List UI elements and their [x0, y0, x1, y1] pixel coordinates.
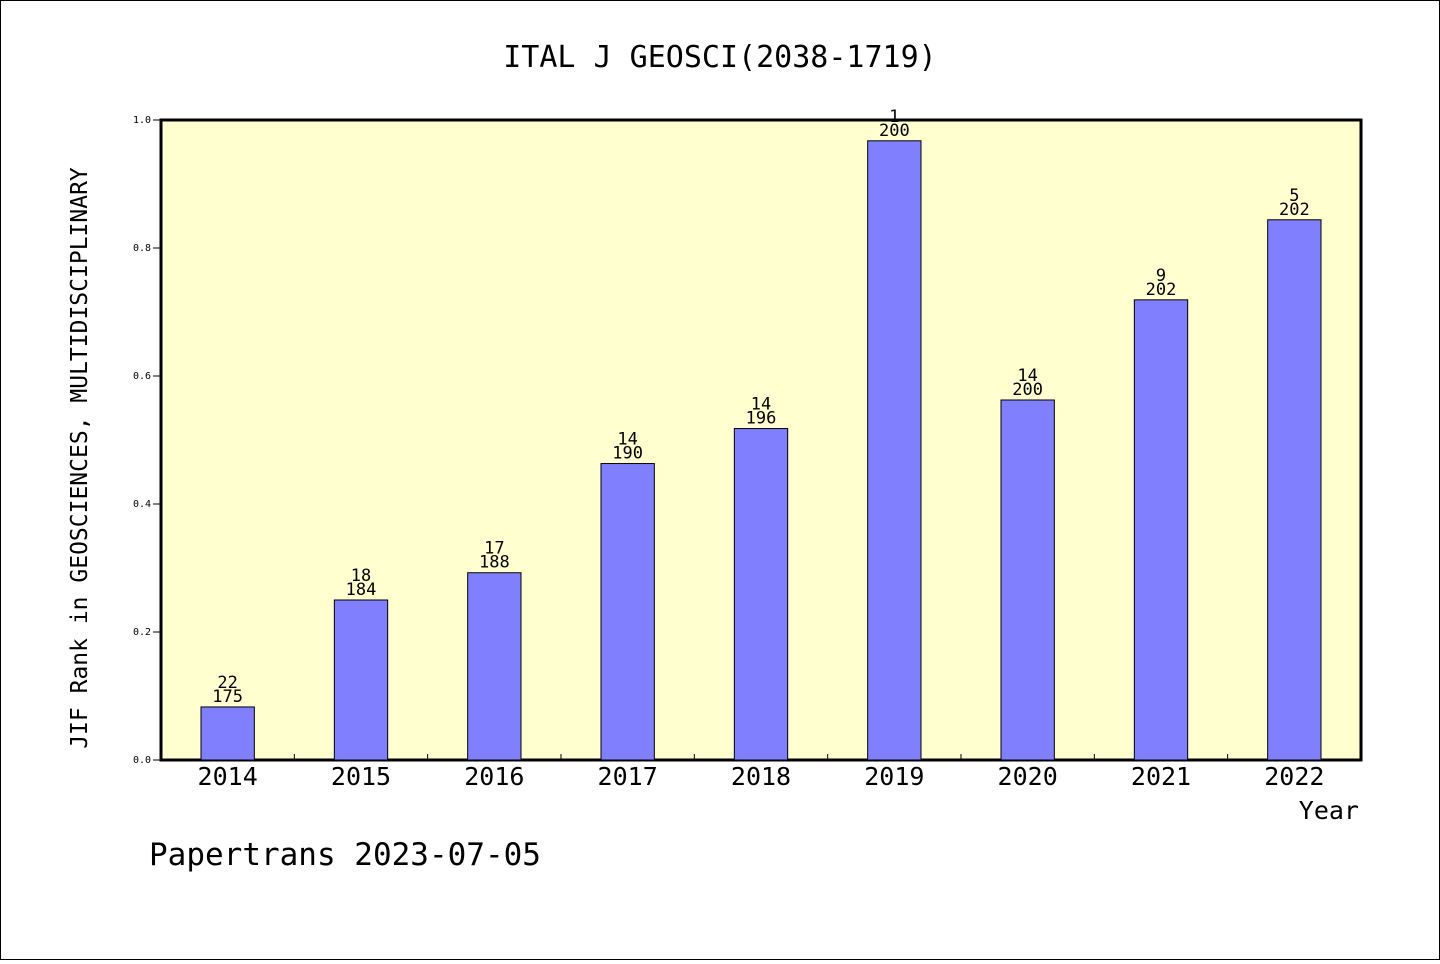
- bar-2014: [200, 706, 255, 761]
- y-tick-label: 1.0: [133, 115, 151, 126]
- x-tick-label: 2019: [864, 762, 924, 791]
- bar-total-label: 196: [746, 409, 777, 429]
- x-tick-label: 2021: [1131, 762, 1191, 791]
- bar-2021: [1133, 299, 1189, 761]
- bar-total-label: 190: [612, 444, 643, 464]
- x-tick-label: 2016: [464, 762, 524, 791]
- bar-series: [200, 140, 1322, 761]
- bar-rank-label: 5: [1289, 186, 1299, 206]
- bar-2022: [1267, 219, 1322, 761]
- bar-2016: [467, 572, 522, 761]
- bar-rank-label: 22: [217, 673, 237, 693]
- bar-2019: [867, 140, 922, 761]
- x-tick-label: 2015: [331, 762, 391, 791]
- bar-total-label: 184: [346, 580, 377, 600]
- bar-rank-label: 14: [1017, 366, 1037, 386]
- bar-total-label: 175: [212, 687, 243, 707]
- x-tick-label: 2017: [598, 762, 658, 791]
- bar-total-label: 202: [1146, 280, 1177, 300]
- y-axis-label: JIF Rank in GEOSCIENCES, MULTIDISCIPLINA…: [67, 167, 93, 749]
- chart-title: ITAL J GEOSCI(2038-1719): [503, 40, 936, 75]
- bar-rank-label: 1: [889, 107, 899, 127]
- x-tick-label: 2020: [998, 762, 1058, 791]
- bar-2015: [333, 599, 389, 761]
- bar-rank-label: 18: [351, 566, 371, 586]
- x-tick-label: 2018: [731, 762, 791, 791]
- y-tick-label: 0.0: [133, 755, 151, 766]
- bar-rank-label: 9: [1156, 266, 1166, 286]
- x-tick-label: 2022: [1264, 762, 1324, 791]
- y-tick-label: 0.8: [133, 243, 151, 254]
- bar-total-label: 200: [1012, 380, 1043, 400]
- x-axis: 2014 2015 2016 2017 2018 2019 2020 2021 2022: [198, 754, 1324, 791]
- x-axis-label: Year: [1299, 796, 1359, 825]
- footer-text: Papertrans 2023-07-05: [149, 837, 541, 873]
- bar-total-label: 202: [1279, 200, 1310, 220]
- bar-2020: [1000, 399, 1055, 761]
- bar-total-label: 188: [479, 553, 510, 573]
- bar-rank-label: 17: [484, 539, 504, 559]
- y-tick-label: 0.4: [133, 499, 151, 510]
- bar-rank-label: 14: [617, 430, 637, 450]
- bar-2017: [600, 463, 655, 761]
- y-tick-label: 0.6: [133, 371, 151, 382]
- y-tick-label: 0.2: [133, 627, 151, 638]
- bar-total-label: 200: [879, 121, 910, 141]
- bar-labels: 2217518184171881419014196120014200920252…: [212, 107, 1309, 707]
- bar-2018: [733, 428, 789, 761]
- x-tick-label: 2014: [198, 762, 258, 791]
- y-axis: 0.0 0.2 0.4 0.6 0.8 1.0: [133, 115, 161, 766]
- bar-rank-label: 14: [751, 395, 771, 415]
